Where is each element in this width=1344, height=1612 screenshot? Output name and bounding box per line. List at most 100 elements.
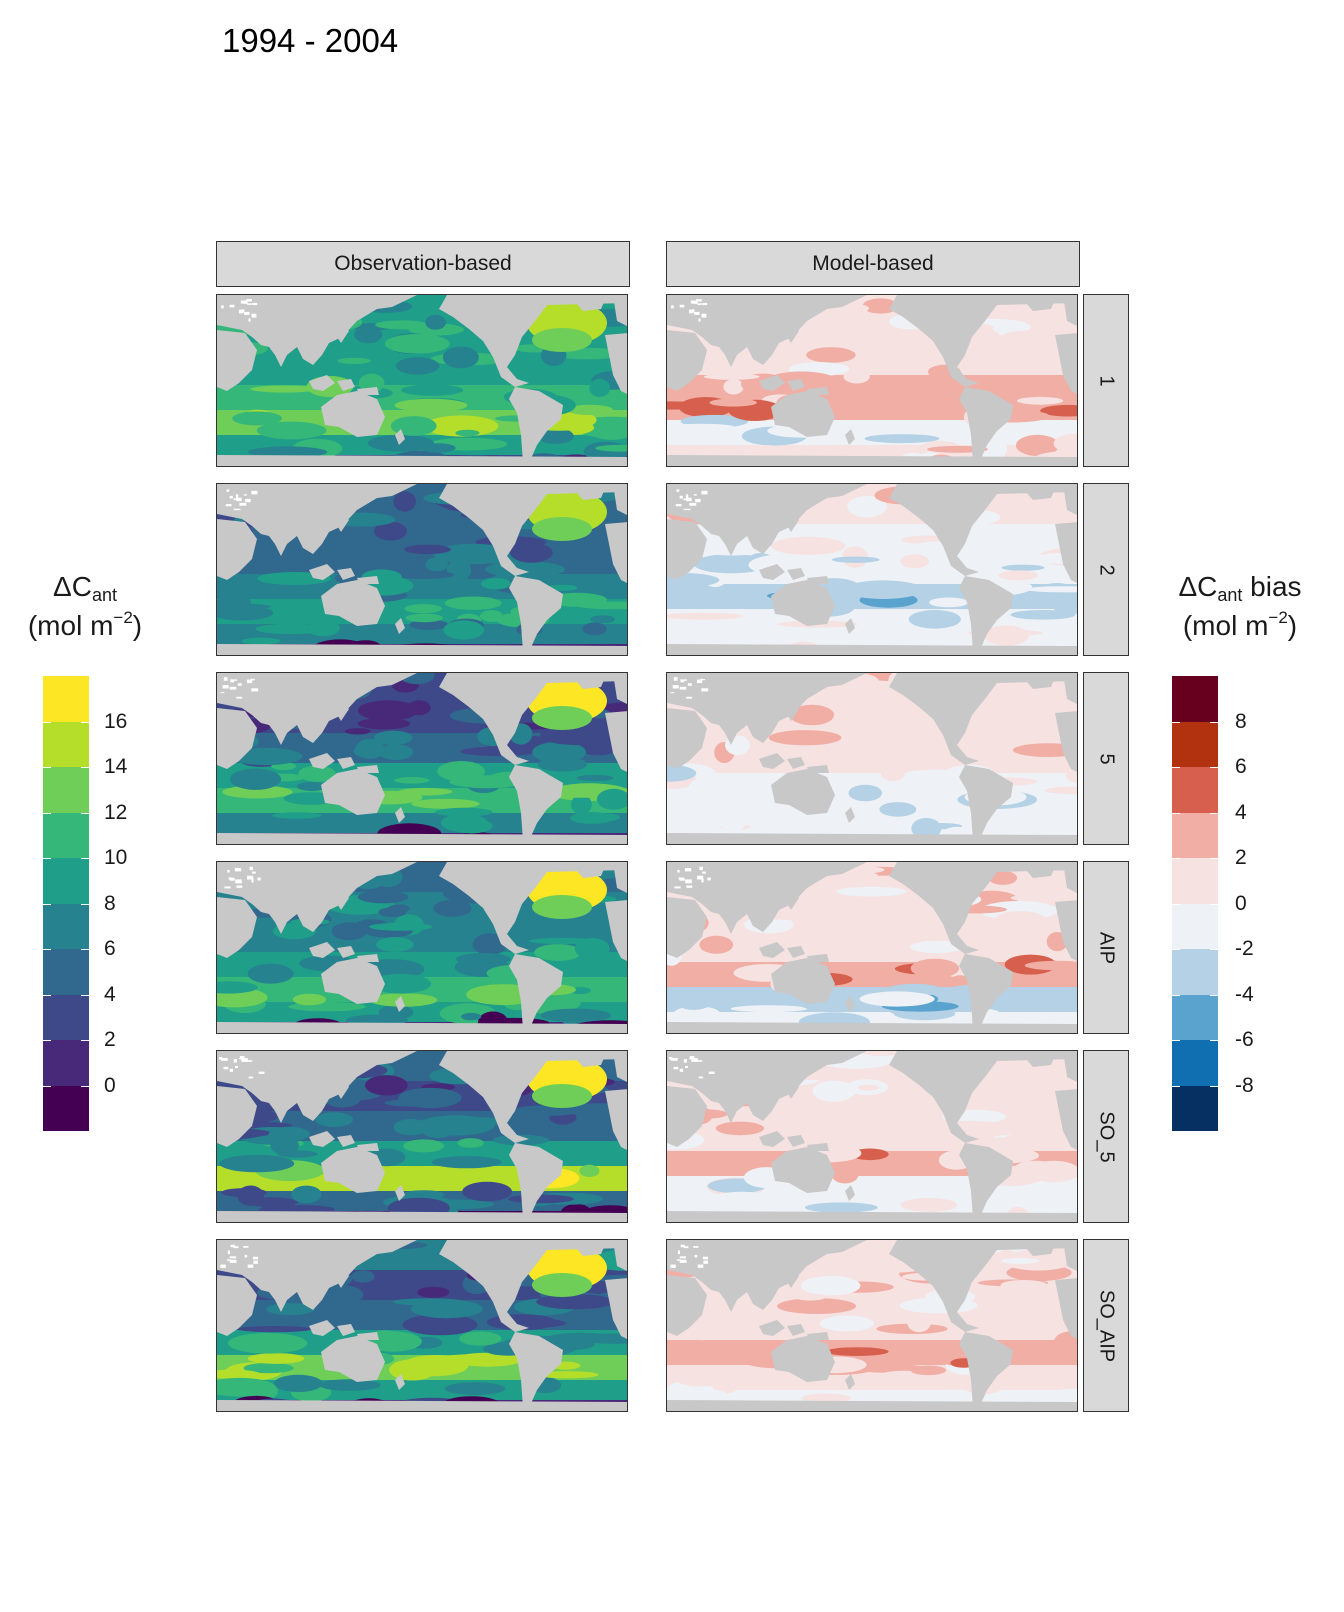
ocean-patch xyxy=(365,1075,408,1096)
legend-swatch xyxy=(1172,676,1218,722)
land-mass xyxy=(1019,1240,1057,1256)
land-mass xyxy=(613,484,627,515)
data-gap xyxy=(679,495,683,499)
data-gap xyxy=(235,879,242,884)
data-gap xyxy=(680,680,685,683)
land-mass xyxy=(217,1240,417,1312)
data-gap xyxy=(222,685,229,689)
data-gap xyxy=(227,869,230,873)
data-gap xyxy=(257,877,261,881)
ocean-patch xyxy=(794,1293,826,1301)
data-gap xyxy=(703,1260,708,1264)
land-mass xyxy=(845,1185,855,1201)
data-gap xyxy=(696,299,702,302)
land-mass xyxy=(309,753,335,769)
map-canvas xyxy=(667,1051,1077,1222)
legend-tick-mark xyxy=(43,994,51,996)
land-mass xyxy=(1063,295,1077,326)
ocean-patch xyxy=(1053,433,1077,454)
ocean-patch xyxy=(812,942,886,951)
ocean-patch xyxy=(691,1325,716,1341)
land-mass xyxy=(569,1051,607,1067)
ocean-patch xyxy=(232,411,282,426)
ocean-patch xyxy=(384,1099,446,1107)
land-mass xyxy=(321,769,385,815)
data-gap xyxy=(229,304,235,308)
data-gap xyxy=(674,886,681,889)
legend-swatch xyxy=(43,949,89,995)
ocean-patch xyxy=(667,764,697,782)
land-mass xyxy=(1019,484,1057,500)
data-gap xyxy=(680,1244,685,1248)
ocean-patch xyxy=(370,973,431,994)
ocean-patch xyxy=(357,700,419,721)
obs-map-5 xyxy=(216,672,628,845)
ocean-patch xyxy=(374,521,407,541)
ocean-patch xyxy=(425,557,449,572)
ocean-patch xyxy=(507,1194,574,1204)
data-gap xyxy=(677,869,680,873)
ocean-patch xyxy=(870,910,944,918)
ocean-patch xyxy=(910,958,960,979)
ocean-patch xyxy=(667,401,707,410)
legend-swatch xyxy=(1172,903,1218,949)
data-gap xyxy=(245,498,251,503)
land-mass xyxy=(321,1147,385,1193)
ocean-patch xyxy=(670,1344,702,1361)
land-mass xyxy=(569,484,607,500)
land-mass xyxy=(217,1051,417,1123)
land-mass xyxy=(395,1185,405,1201)
land-mass xyxy=(337,379,355,391)
ocean-patch xyxy=(843,580,923,599)
land-mass xyxy=(321,958,385,1004)
ocean-patch xyxy=(879,802,917,817)
land-mass xyxy=(1019,1051,1057,1067)
ocean-patch xyxy=(459,1331,502,1346)
land-mass xyxy=(569,862,607,878)
land-mass xyxy=(771,1147,835,1193)
data-gap xyxy=(680,679,687,681)
north-atlantic-mid xyxy=(532,706,592,730)
data-gap xyxy=(233,498,237,501)
legend-tick-label: 8 xyxy=(104,891,116,915)
land-mass xyxy=(613,862,627,893)
data-gap xyxy=(252,871,256,874)
legend-tick-label: -2 xyxy=(1235,937,1254,960)
ocean-patch xyxy=(401,384,464,396)
ocean-patch xyxy=(789,704,835,726)
ocean-patch xyxy=(424,415,499,437)
ocean-patch xyxy=(433,899,472,917)
legend-tick-mark xyxy=(1172,1040,1180,1041)
land-mass xyxy=(217,1400,627,1411)
data-gap xyxy=(701,490,708,495)
ocean-patch xyxy=(720,816,746,831)
ocean-patch xyxy=(472,933,508,955)
land-mass xyxy=(335,1081,349,1099)
legend-tick-mark xyxy=(43,812,51,814)
ocean-patch xyxy=(768,730,842,746)
land-mass xyxy=(807,576,829,584)
data-gap xyxy=(246,679,253,684)
data-gap xyxy=(221,305,224,309)
legend-tick-mark xyxy=(81,903,89,905)
ocean-patch xyxy=(770,1194,834,1203)
land-mass xyxy=(395,996,405,1012)
row-strip-so-5: SO_5 xyxy=(1083,1050,1129,1223)
legend-tick-label: 6 xyxy=(1235,755,1247,778)
data-gap xyxy=(252,1256,259,1260)
ocean-patch xyxy=(411,798,480,809)
ocean-patch xyxy=(227,1333,308,1354)
ocean-patch xyxy=(217,1377,276,1397)
ocean-patch xyxy=(405,613,444,623)
ocean-patch xyxy=(534,944,582,961)
legend-tick-label: 8 xyxy=(1235,709,1247,733)
data-gap xyxy=(676,490,679,492)
legend-swatch xyxy=(43,994,89,1040)
ocean-patch xyxy=(420,443,456,453)
data-gap xyxy=(236,885,243,888)
data-gap xyxy=(683,498,687,501)
land-mass xyxy=(439,295,627,387)
land-mass xyxy=(337,568,355,580)
land-mass xyxy=(395,1374,405,1390)
ocean-patch xyxy=(1004,330,1070,339)
